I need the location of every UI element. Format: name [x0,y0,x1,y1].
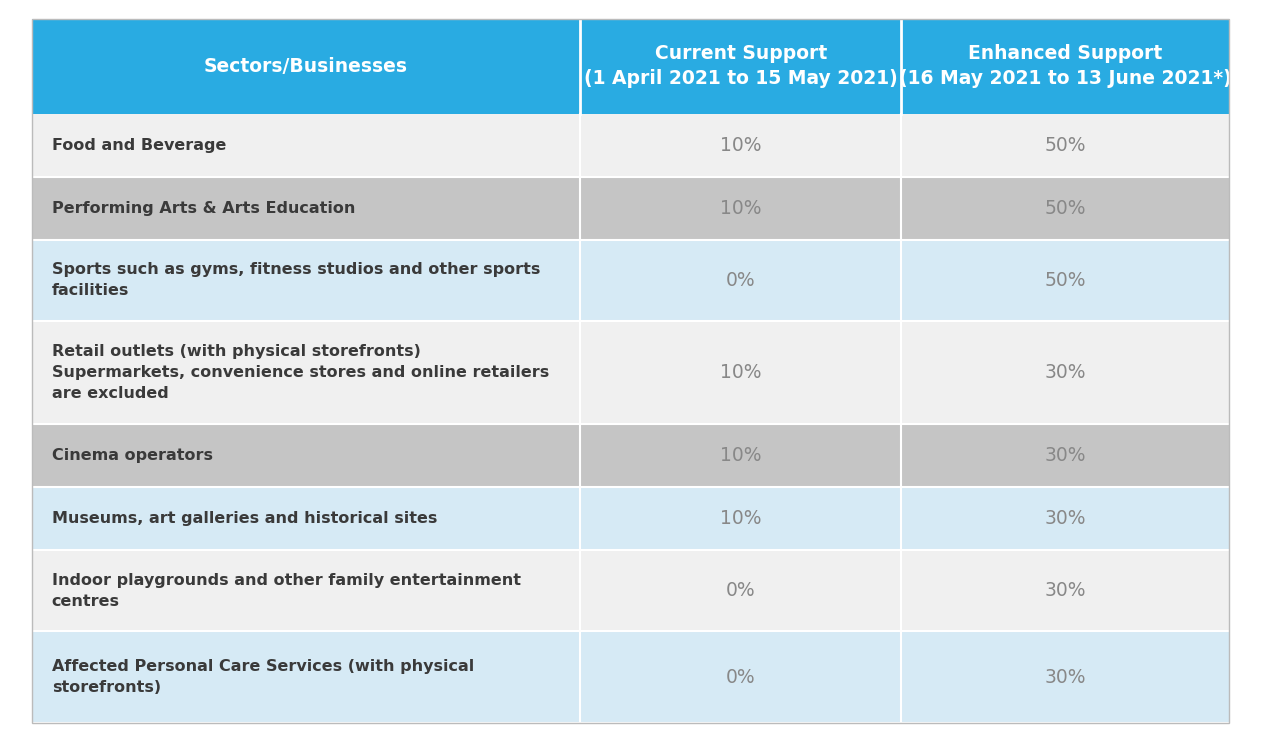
Bar [32,487,580,551]
Bar [32,177,580,240]
Text: Museums, art galleries and historical sites: Museums, art galleries and historical si… [52,511,438,526]
Bar [32,19,580,114]
Bar [32,114,580,177]
Text: 50%: 50% [1044,136,1086,155]
Bar [32,631,580,723]
Bar [902,177,1229,240]
Text: Current Support
(1 April 2021 to 15 May 2021): Current Support (1 April 2021 to 15 May … [584,44,898,88]
Text: 30%: 30% [1044,510,1086,528]
Text: 10%: 10% [720,199,762,218]
Text: Cinema operators: Cinema operators [52,448,213,463]
Bar [580,424,902,487]
Text: 50%: 50% [1044,199,1086,218]
Text: Affected Personal Care Services (with physical
storefronts): Affected Personal Care Services (with ph… [52,660,474,695]
Text: 10%: 10% [720,363,762,382]
Bar [32,424,580,487]
Bar [902,631,1229,723]
Text: 50%: 50% [1044,271,1086,289]
Bar [580,551,902,631]
Text: Indoor playgrounds and other family entertainment
centres: Indoor playgrounds and other family ente… [52,573,521,609]
Text: 0%: 0% [726,271,755,289]
Text: 10%: 10% [720,510,762,528]
Bar [580,631,902,723]
Bar [580,240,902,321]
Bar [580,487,902,551]
Bar [580,177,902,240]
Bar [32,240,580,321]
Text: 30%: 30% [1044,581,1086,600]
Text: Food and Beverage: Food and Beverage [52,138,226,153]
Bar [902,487,1229,551]
Bar [580,321,902,424]
Text: 30%: 30% [1044,363,1086,382]
Text: Performing Arts & Arts Education: Performing Arts & Arts Education [52,201,356,216]
Bar [902,321,1229,424]
Text: Sectors/Businesses: Sectors/Businesses [204,56,407,76]
Bar [32,321,580,424]
Text: Enhanced Support
(16 May 2021 to 13 June 2021*): Enhanced Support (16 May 2021 to 13 June… [899,44,1232,88]
Bar [902,114,1229,177]
Bar [902,19,1229,114]
Bar [902,240,1229,321]
Bar [580,114,902,177]
Text: 0%: 0% [726,668,755,687]
Text: 10%: 10% [720,136,762,155]
Text: Sports such as gyms, fitness studios and other sports
facilities: Sports such as gyms, fitness studios and… [52,262,540,298]
Bar [902,424,1229,487]
Bar [32,551,580,631]
Bar [580,19,902,114]
Text: Retail outlets (with physical storefronts)
Supermarkets, convenience stores and : Retail outlets (with physical storefront… [52,344,549,401]
Text: 10%: 10% [720,447,762,465]
Text: 30%: 30% [1044,668,1086,687]
Bar [902,551,1229,631]
Text: 0%: 0% [726,581,755,600]
Text: 30%: 30% [1044,447,1086,465]
